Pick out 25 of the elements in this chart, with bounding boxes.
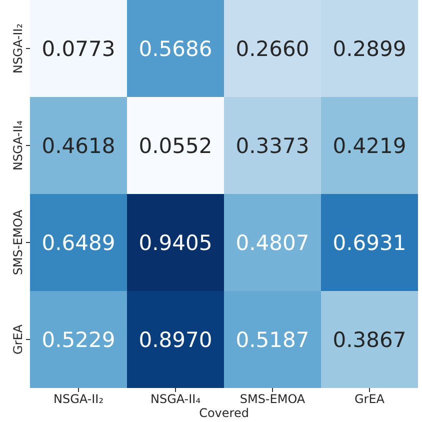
x-tick-label: GrEA [354,392,386,406]
data-label: 0.2660 [236,36,310,61]
x-tick-label: NSGA-II₂ [53,392,104,406]
x-tick-label: SMS-EMOA [240,392,306,406]
data-label: 0.4618 [42,134,116,158]
data-label: 0.6931 [332,230,406,255]
y-tick-label: NSGA-II₂ [11,23,25,74]
data-label: 0.3373 [236,134,310,158]
data-label: 0.5187 [236,328,310,352]
data-label: 0.5229 [42,328,116,352]
data-label: 0.0773 [42,36,116,61]
x-tick-label: NSGA-II₄ [150,392,201,406]
data-label: 0.4219 [332,134,406,158]
data-label: 0.4807 [236,230,310,255]
data-label: 0.0552 [138,134,212,158]
y-tick-label: NSGA-II₄ [11,120,25,171]
x-axis-title: Covered [199,406,249,420]
data-label: 0.2899 [332,36,406,61]
data-label: 0.8970 [138,328,212,352]
y-tick-label: SMS-EMOA [11,209,25,276]
y-tick-label: GrEA [11,324,25,355]
data-label: 0.6489 [42,230,116,255]
data-label: 0.5686 [138,36,212,61]
data-label: 0.3867 [332,328,406,352]
data-label: 0.9405 [138,230,212,255]
